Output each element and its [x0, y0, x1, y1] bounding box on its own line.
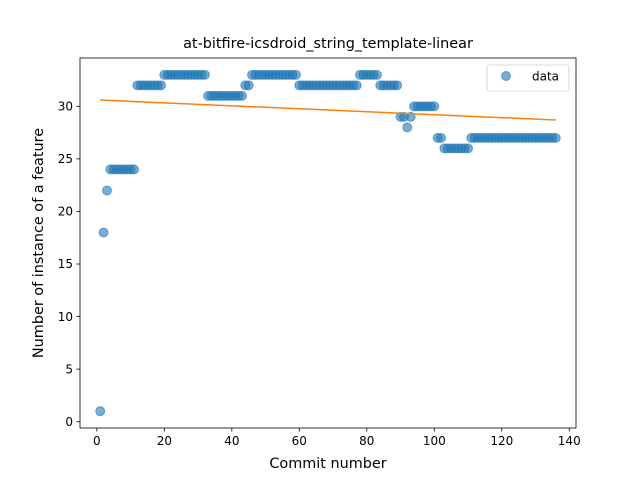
data-point	[463, 143, 474, 154]
fit-line	[100, 99, 556, 121]
y-tick-label: 15	[58, 257, 73, 271]
y-axis-ticks: 0 5 10 15 20 25 30	[58, 100, 80, 429]
data-point	[436, 132, 447, 143]
x-tick-label: 60	[292, 434, 307, 448]
data-point	[236, 90, 247, 101]
fit-line-layer	[100, 99, 556, 121]
data-point	[405, 111, 416, 122]
legend: data	[486, 64, 570, 92]
y-tick-label: 20	[58, 205, 73, 219]
y-tick-label: 30	[58, 100, 73, 114]
y-axis-label: Number of instance of a feature	[31, 128, 47, 358]
data-point	[243, 80, 254, 91]
data-point	[155, 80, 166, 91]
x-axis-label: Commit number	[269, 456, 386, 472]
x-tick-label: 20	[157, 434, 172, 448]
data-point	[371, 69, 382, 80]
legend-label-data: data	[532, 70, 559, 84]
x-axis-ticks: 0 20 40 60 80 100 120 140	[93, 428, 581, 448]
data-point	[128, 164, 139, 175]
data-point	[95, 406, 106, 417]
y-tick-label: 5	[65, 362, 73, 376]
legend-marker-data	[501, 71, 511, 81]
y-tick-label: 10	[58, 310, 73, 324]
data-point	[199, 69, 210, 80]
data-point	[98, 227, 109, 238]
data-points-layer	[95, 69, 561, 417]
chart-title: at-bitfire-icsdroid_string_template-line…	[183, 36, 473, 52]
x-tick-label: 40	[224, 434, 239, 448]
x-tick-label: 100	[423, 434, 446, 448]
x-tick-label: 140	[558, 434, 581, 448]
data-point	[429, 101, 440, 112]
y-tick-label: 25	[58, 152, 73, 166]
y-tick-label: 0	[65, 415, 73, 429]
data-point	[392, 80, 403, 91]
data-point	[351, 80, 362, 91]
data-point	[550, 132, 561, 143]
x-tick-label: 120	[490, 434, 513, 448]
x-tick-label: 0	[93, 434, 101, 448]
axes-frame	[79, 57, 577, 429]
data-point	[290, 69, 301, 80]
data-point	[402, 122, 413, 133]
x-tick-label: 80	[359, 434, 374, 448]
data-point	[101, 185, 112, 196]
